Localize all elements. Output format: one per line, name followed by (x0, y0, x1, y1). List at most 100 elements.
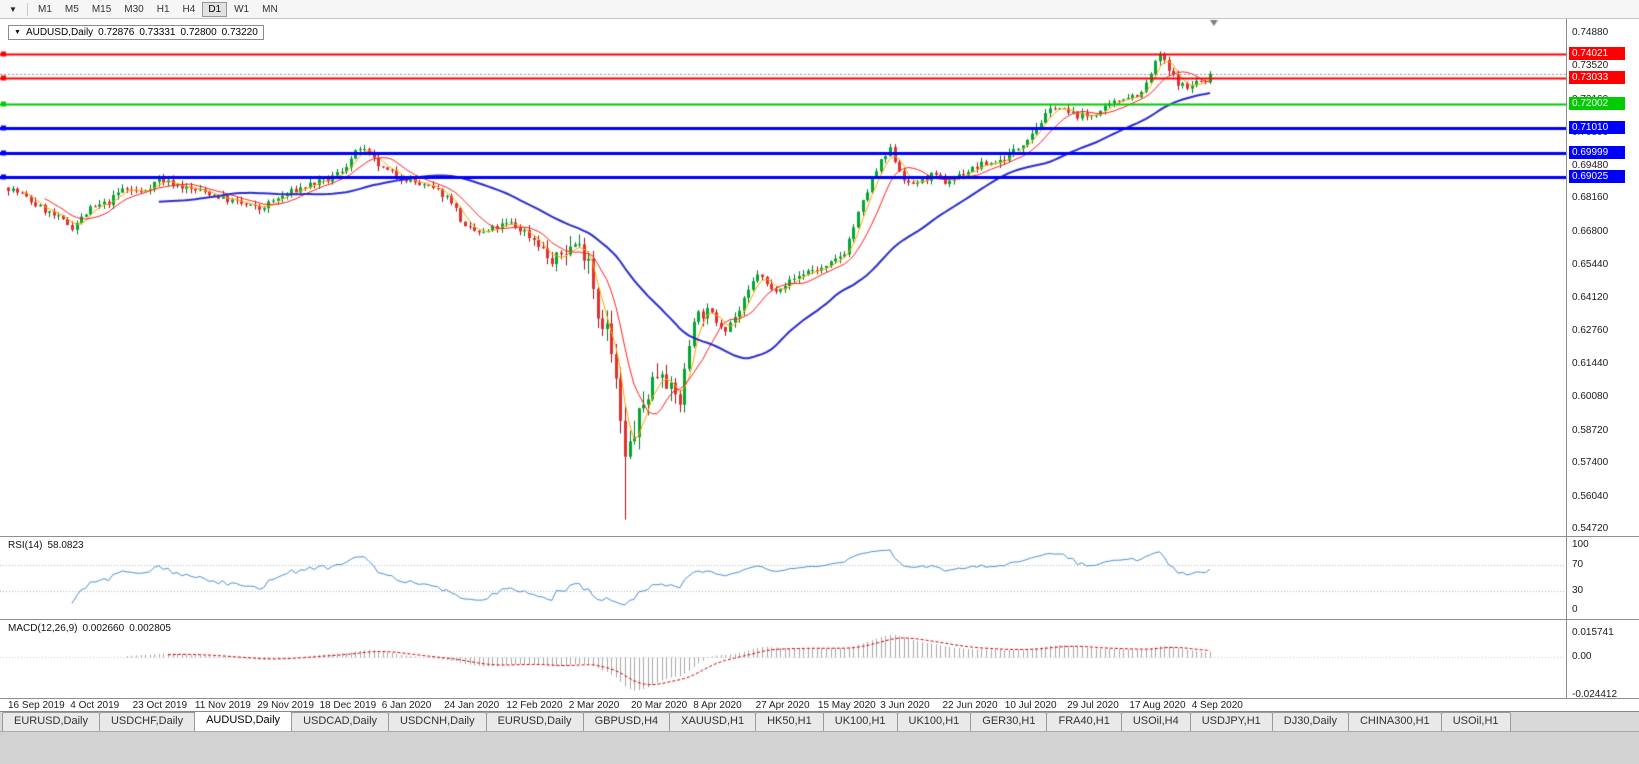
rsi-label: RSI(14) 58.0823 (8, 540, 84, 551)
date-axis-label: 10 Jul 2020 (1004, 700, 1057, 711)
price-axis-label: 0.57400 (1572, 457, 1609, 469)
macd-axis-label: 0.015741 (1572, 627, 1614, 638)
timeframe-button-d1[interactable]: D1 (202, 1, 228, 17)
price-axis[interactable]: 0.748800.735200.721600.708000.694800.681… (1566, 19, 1639, 536)
tab-eurusd-daily[interactable]: EURUSD,Daily (485, 712, 584, 731)
tab-usdcnh-daily[interactable]: USDCNH,Daily (388, 712, 487, 731)
date-axis-label: 22 Jun 2020 (942, 700, 998, 711)
date-axis-label: 6 Jan 2020 (381, 700, 432, 711)
rsi-axis-label: 30 (1572, 584, 1584, 596)
price-axis-label: 0.62760 (1572, 325, 1609, 337)
timeframe-button-m15[interactable]: M15 (86, 2, 117, 17)
date-axis-label: 12 Feb 2020 (506, 700, 563, 711)
date-axis-label: 29 Jul 2020 (1067, 700, 1119, 711)
timeframe-button-m30[interactable]: M30 (118, 2, 149, 17)
timeframe-button-mn[interactable]: MN (256, 2, 284, 17)
macd-label: MACD(12,26,9) 0.002660 0.002805 (8, 623, 171, 634)
toolbar-separator (27, 2, 28, 16)
rsi-axis-label: 0 (1572, 604, 1578, 615)
timeframe-toolbar: ▼ M1 M5 M15 M30 H1 H4 D1 W1 MN (0, 0, 1639, 19)
chevron-down-icon: ▼ (9, 4, 17, 14)
rsi-panel: RSI(14) 58.0823 100 70 30 0 (0, 536, 1639, 619)
hline-price-badge: 0.74021 (1569, 47, 1625, 61)
macd-canvas[interactable] (0, 620, 1566, 698)
macd-axis[interactable]: 0.015741 0.00 -0.024412 (1566, 620, 1639, 700)
tab-usoil-h1[interactable]: USOil,H1 (1440, 712, 1511, 731)
price-axis-label: 0.58720 (1572, 424, 1609, 436)
ohlc-symbol: AUDUSD,Daily (25, 27, 94, 38)
macd-axis-label: 0.00 (1572, 651, 1592, 663)
hline-price-badge: 0.69999 (1569, 146, 1625, 160)
date-axis-label: 2 Mar 2020 (568, 700, 620, 711)
main-chart-canvas[interactable] (0, 19, 1566, 536)
price-axis-label: 0.60080 (1572, 391, 1609, 403)
price-axis-label: 0.74880 (1572, 27, 1609, 38)
chart-tab-bar: EURUSD,Daily USDCHF,Daily AUDUSD,Daily USDC… (0, 711, 1639, 731)
hline-price-badge: 0.73033 (1569, 71, 1625, 85)
date-axis-label: 17 Aug 2020 (1129, 700, 1186, 711)
ohlc-readout: ▼ AUDUSD,Daily 0.72876 0.73331 0.72800 0… (8, 25, 264, 40)
timeframe-button-h4[interactable]: H4 (177, 2, 202, 17)
tab-gbpusd-h4[interactable]: GBPUSD,H4 (582, 712, 671, 731)
price-axis-label: 0.69480 (1572, 159, 1609, 171)
macd-name: MACD(12,26,9) (8, 623, 78, 634)
rsi-axis[interactable]: 100 70 30 0 (1566, 537, 1639, 619)
date-axis-label: 11 Nov 2019 (194, 700, 251, 711)
chart-dropdown-button[interactable]: ▼ (3, 2, 23, 17)
macd-panel: MACD(12,26,9) 0.002660 0.002805 0.015741… (0, 619, 1639, 700)
rsi-name: RSI(14) (8, 540, 43, 551)
tab-usdjpy-h1[interactable]: USDJPY,H1 (1189, 712, 1273, 731)
timeframe-button-h1[interactable]: H1 (151, 2, 176, 17)
tab-usoil-h4[interactable]: USOil,H4 (1120, 712, 1191, 731)
date-axis-label: 24 Jan 2020 (444, 700, 500, 711)
tab-fra40-h1[interactable]: FRA40,H1 (1046, 712, 1122, 731)
tab-usdchf-daily[interactable]: USDCHF,Daily (98, 712, 196, 731)
tab-uk100-h1[interactable]: UK100,H1 (896, 712, 972, 731)
status-bar (0, 731, 1639, 764)
date-axis-label: 8 Apr 2020 (693, 700, 742, 711)
tab-usdcad-daily[interactable]: USDCAD,Daily (291, 712, 390, 731)
timeframe-button-m5[interactable]: M5 (59, 2, 85, 17)
timeframe-buttons-group: M1 M5 M15 M30 H1 H4 D1 W1 MN (32, 1, 284, 17)
tab-audusd-daily[interactable]: AUDUSD,Daily (194, 712, 293, 731)
date-axis-label: 16 Sep 2019 (8, 700, 65, 711)
tab-dj30-daily[interactable]: DJ30,Daily (1271, 712, 1349, 731)
price-axis-label: 0.65440 (1572, 259, 1609, 271)
rsi-axis-label: 70 (1572, 558, 1584, 570)
tab-china300-h1[interactable]: CHINA300,H1 (1347, 712, 1442, 731)
main-chart-panel: ▼ AUDUSD,Daily 0.72876 0.73331 0.72800 0… (0, 19, 1639, 536)
macd-axis-label: -0.024412 (1572, 689, 1618, 700)
ohlc-open: 0.72876 (98, 27, 135, 38)
price-axis-label: 0.64120 (1572, 291, 1609, 303)
price-axis-label: 0.66800 (1572, 225, 1609, 237)
ohlc-low: 0.72800 (180, 27, 217, 38)
tab-eurusd-daily[interactable]: EURUSD,Daily (2, 712, 100, 731)
timeframe-button-w1[interactable]: W1 (228, 2, 255, 17)
ohlc-high: 0.73331 (139, 27, 176, 38)
hline-price-badge: 0.71010 (1569, 121, 1625, 135)
date-axis-label: 20 Mar 2020 (631, 700, 688, 711)
date-axis-label: 3 Jun 2020 (880, 700, 930, 711)
date-axis-label: 27 Apr 2020 (755, 700, 810, 711)
date-axis-label: 18 Dec 2019 (319, 700, 377, 711)
price-axis-label: 0.68160 (1572, 192, 1609, 204)
date-axis[interactable]: 16 Sep 2019 4 Oct 2019 23 Oct 2019 11 Nov 2… (0, 698, 1639, 711)
hline-price-badge: 0.72002 (1569, 96, 1625, 110)
tab-xauusd-h1[interactable]: XAUUSD,H1 (669, 712, 757, 731)
hline-price-badge: 0.69025 (1569, 170, 1625, 184)
tab-ger30-h1[interactable]: GER30,H1 (970, 712, 1048, 731)
macd-value-main: 0.002660 (82, 623, 125, 634)
collapse-icon: ▼ (14, 29, 21, 36)
tab-hk50-h1[interactable]: HK50,H1 (755, 712, 824, 731)
date-axis-label: 23 Oct 2019 (132, 700, 188, 711)
date-axis-label: 29 Nov 2019 (257, 700, 314, 711)
price-axis-label: 0.56040 (1572, 490, 1609, 502)
date-axis-label: 15 May 2020 (817, 700, 876, 711)
rsi-canvas[interactable] (0, 537, 1566, 619)
date-axis-label: 4 Oct 2019 (70, 700, 120, 711)
timeframe-button-m1[interactable]: M1 (32, 2, 58, 17)
price-axis-label: 0.61440 (1572, 357, 1609, 369)
date-axis-label: 4 Sep 2020 (1191, 700, 1243, 711)
tab-uk100-h1[interactable]: UK100,H1 (822, 712, 898, 731)
